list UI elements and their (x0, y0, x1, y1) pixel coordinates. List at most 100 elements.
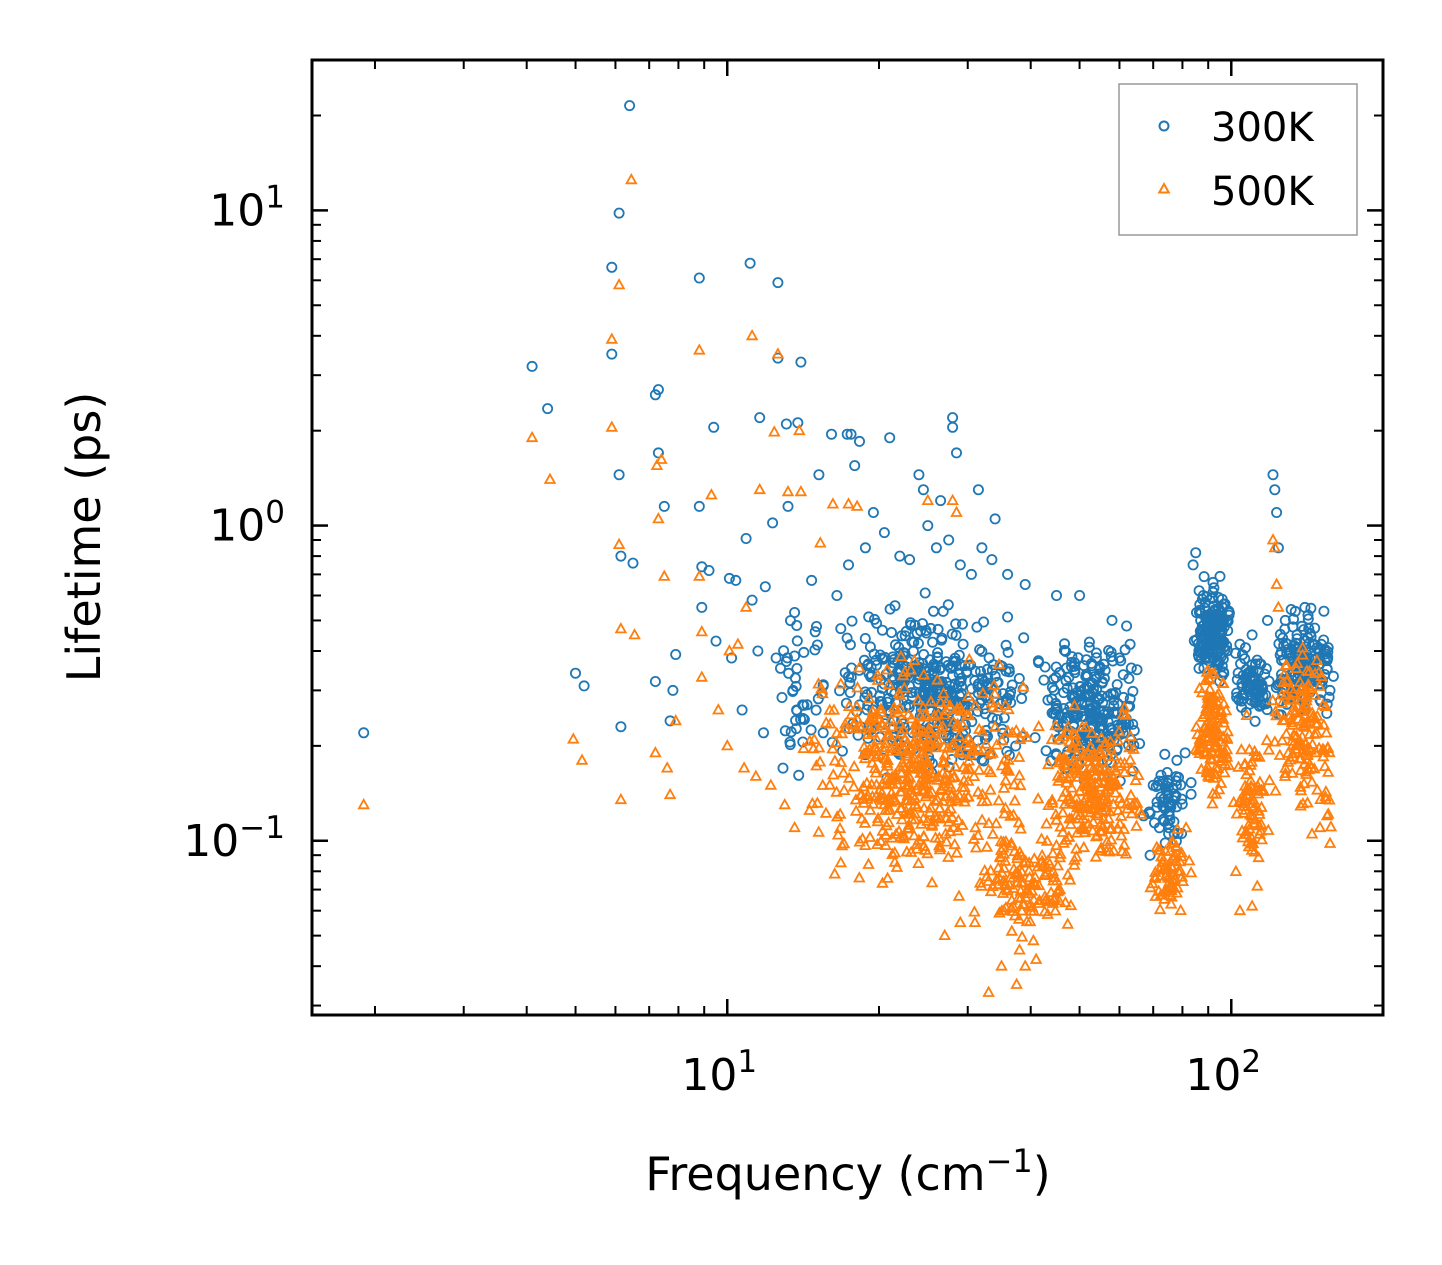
data-point (863, 611, 875, 623)
x-axis-label-exponent: −1 (986, 1142, 1033, 1180)
data-point (938, 928, 951, 940)
data-point (693, 272, 705, 284)
data-point (1094, 662, 1106, 674)
data-point (888, 855, 902, 867)
data-point (1313, 820, 1327, 833)
data-point (924, 801, 937, 813)
data-point (1279, 766, 1292, 778)
data-point (1087, 677, 1099, 689)
data-point (906, 752, 919, 764)
data-point (1233, 903, 1247, 916)
data-point (1025, 900, 1039, 912)
data-point (931, 673, 944, 685)
data-point (570, 667, 582, 679)
data-point (903, 778, 916, 790)
data-point (952, 729, 966, 742)
data-point (669, 714, 682, 726)
data-point (823, 778, 837, 790)
data-point (1006, 679, 1018, 691)
data-point (935, 723, 948, 735)
data-point (791, 620, 803, 632)
data-point (871, 814, 884, 827)
data-point (861, 788, 874, 800)
data-point (1211, 622, 1223, 634)
data-point (726, 652, 738, 664)
data-point (1200, 597, 1212, 609)
data-point (1039, 893, 1052, 906)
data-point (1079, 774, 1093, 786)
data-point (1128, 725, 1140, 737)
data-point (1082, 817, 1095, 829)
data-point (953, 746, 967, 758)
data-point (1179, 747, 1191, 759)
data-point (1061, 792, 1075, 805)
data-point (1307, 639, 1319, 651)
data-point (703, 565, 715, 577)
data-point (992, 794, 1006, 806)
data-point (1317, 718, 1331, 730)
data-point (869, 741, 883, 753)
data-point (950, 505, 963, 517)
data-point (606, 348, 618, 360)
data-point (853, 661, 866, 673)
data-point (1000, 761, 1014, 773)
data-point (1104, 734, 1117, 747)
data-point (1171, 801, 1183, 813)
data-point (1243, 763, 1256, 776)
data-point (1079, 748, 1092, 760)
data-point (1267, 469, 1279, 481)
data-point (1317, 743, 1331, 756)
data-point (1182, 854, 1196, 866)
data-point (969, 665, 981, 677)
data-point (1214, 776, 1228, 788)
data-point (652, 512, 665, 524)
data-point (881, 803, 895, 815)
data-point (797, 741, 810, 753)
data-point (1219, 703, 1233, 716)
data-point (1297, 743, 1310, 756)
data-point (1238, 779, 1252, 791)
data-point (976, 542, 988, 554)
data-point (984, 864, 997, 876)
data-point (1008, 794, 1022, 806)
data-point (613, 207, 625, 219)
x-tick-label: 102 (1185, 1044, 1261, 1101)
data-point (1175, 870, 1189, 882)
data-point (1119, 708, 1133, 720)
data-point (810, 704, 822, 716)
data-point (816, 778, 829, 790)
data-point (1314, 792, 1327, 804)
data-point (992, 877, 1005, 890)
data-point (1090, 652, 1102, 664)
data-point (1054, 847, 1067, 859)
data-point (1124, 729, 1137, 741)
data-point (1049, 718, 1062, 731)
data-point (793, 769, 805, 781)
data-point (1208, 605, 1220, 617)
data-point (1318, 759, 1332, 771)
data-point (917, 484, 929, 496)
data-point (1072, 738, 1086, 750)
data-point (928, 794, 942, 806)
data-point (971, 621, 983, 633)
data-point (892, 706, 905, 718)
data-point (1032, 878, 1046, 891)
data-point (1207, 653, 1219, 665)
data-point (1174, 903, 1187, 915)
data-point (946, 493, 959, 505)
data-point (1300, 717, 1314, 729)
data-point (778, 797, 791, 810)
data-point (843, 671, 855, 683)
data-point (961, 689, 975, 702)
data-point (1105, 651, 1117, 663)
data-point (916, 700, 930, 713)
data-point (1123, 753, 1137, 765)
data-point (1241, 680, 1253, 692)
data-point (976, 686, 990, 698)
data-point (1118, 691, 1130, 703)
data-point (1105, 821, 1118, 834)
data-point (1185, 788, 1197, 800)
x-axis-label: Frequency (cm−1) (645, 1142, 1050, 1201)
data-point (846, 615, 858, 627)
data-point (628, 628, 641, 640)
